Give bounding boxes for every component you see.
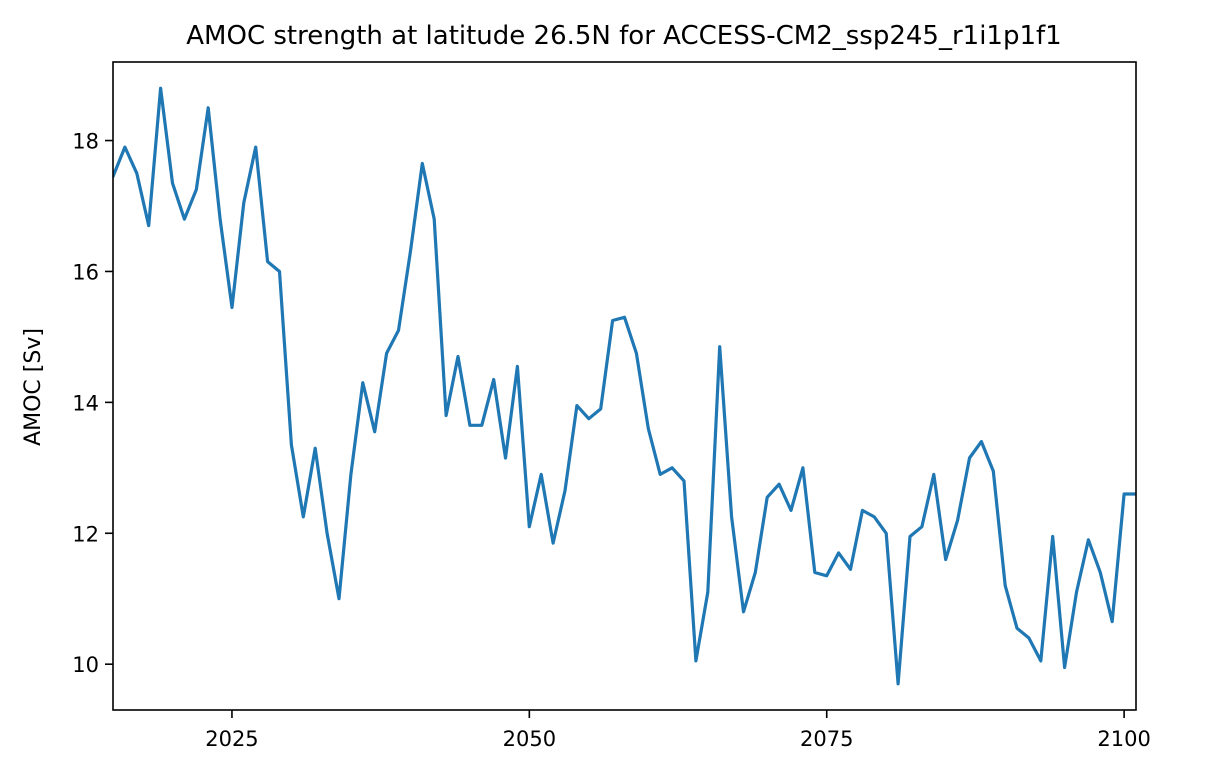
plot-area [113, 86, 1136, 686]
x-tick-label: 2050 [503, 727, 556, 751]
x-tick-label: 2025 [205, 727, 258, 751]
chart-title: AMOC strength at latitude 26.5N for ACCE… [186, 21, 1061, 51]
axes-frame [112, 61, 1137, 711]
x-tick-label: 2075 [800, 727, 853, 751]
y-tick-label: 12 [72, 522, 99, 546]
y-tick-label: 16 [72, 260, 99, 284]
y-tick-label: 10 [72, 653, 99, 677]
y-tick-label: 14 [72, 391, 99, 415]
amoc-series-line [113, 86, 1136, 686]
y-axis: 10 12 14 16 18 [72, 130, 113, 677]
x-tick-label: 2100 [1097, 727, 1150, 751]
y-axis-label: AMOC [Sv] [21, 328, 46, 446]
x-axis: 2025 2050 2075 2100 [205, 710, 1151, 751]
y-tick-label: 18 [72, 130, 99, 154]
